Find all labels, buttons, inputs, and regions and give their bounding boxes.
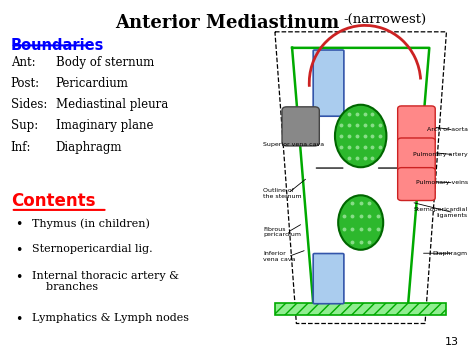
- Text: Sternopericardial
ligaments: Sternopericardial ligaments: [414, 207, 468, 218]
- Text: Mediastinal pleura: Mediastinal pleura: [55, 98, 168, 111]
- Text: Pulmonary veins: Pulmonary veins: [416, 180, 468, 185]
- Text: Thymus (in children): Thymus (in children): [32, 218, 150, 229]
- Ellipse shape: [338, 195, 383, 250]
- Text: Imaginary plane: Imaginary plane: [55, 119, 153, 132]
- FancyBboxPatch shape: [313, 50, 344, 116]
- Text: •: •: [16, 271, 23, 284]
- Text: Sides:: Sides:: [11, 98, 47, 111]
- Text: •: •: [16, 218, 23, 231]
- Text: Outline of
the sternum: Outline of the sternum: [263, 188, 301, 199]
- Text: Sup:: Sup:: [11, 119, 38, 132]
- FancyBboxPatch shape: [398, 106, 435, 144]
- FancyBboxPatch shape: [398, 168, 435, 201]
- Text: Superior vena cava: Superior vena cava: [263, 142, 324, 147]
- Text: 13: 13: [445, 337, 458, 346]
- Text: Internal thoracic artery &
    branches: Internal thoracic artery & branches: [32, 271, 179, 293]
- Ellipse shape: [335, 105, 386, 167]
- Text: Ant:: Ant:: [11, 56, 36, 69]
- Text: Diaphragm: Diaphragm: [55, 141, 122, 153]
- Polygon shape: [275, 303, 447, 316]
- Text: Boundaries: Boundaries: [11, 38, 104, 53]
- FancyBboxPatch shape: [282, 107, 319, 146]
- Text: •: •: [16, 245, 23, 257]
- Text: Inf:: Inf:: [11, 141, 31, 153]
- Text: Sternopericardial lig.: Sternopericardial lig.: [32, 245, 153, 255]
- Text: Arch of aorta: Arch of aorta: [427, 127, 468, 132]
- Text: •: •: [16, 313, 23, 326]
- Text: Body of sternum: Body of sternum: [55, 56, 154, 69]
- FancyBboxPatch shape: [313, 253, 344, 304]
- Text: Fibrous
pericardium: Fibrous pericardium: [263, 227, 301, 237]
- Text: Anterior Mediastinum: Anterior Mediastinum: [116, 14, 340, 32]
- FancyBboxPatch shape: [398, 138, 435, 173]
- Text: Contents: Contents: [11, 192, 95, 209]
- Text: Diaphragm: Diaphragm: [433, 251, 468, 256]
- Text: Post:: Post:: [11, 77, 40, 90]
- Text: Inferior
vena cava: Inferior vena cava: [263, 251, 295, 262]
- Text: Pulmonary artery: Pulmonary artery: [413, 152, 468, 157]
- Text: Lymphatics & Lymph nodes: Lymphatics & Lymph nodes: [32, 313, 189, 323]
- Text: Pericardium: Pericardium: [55, 77, 128, 90]
- Text: -(narrowest): -(narrowest): [343, 15, 426, 27]
